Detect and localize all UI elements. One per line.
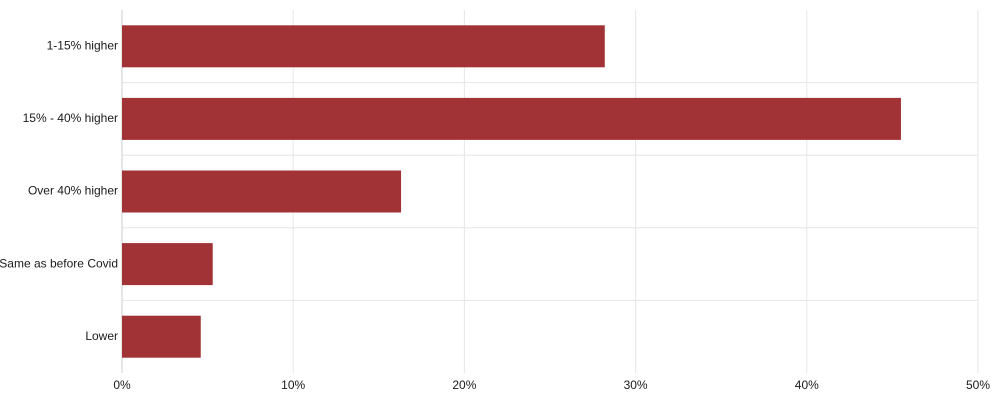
category-label: 1-15% higher [47,38,118,52]
x-tick-label: 20% [452,378,476,392]
category-label: Lower [85,329,118,343]
bar [122,97,901,140]
x-tick-label: 50% [966,378,990,392]
x-tick-label: 0% [113,378,131,392]
bar [122,315,201,358]
category-label: Over 40% higher [28,184,118,198]
bar [122,170,402,213]
x-tick-label: 10% [281,378,305,392]
x-tick-label: 30% [624,378,648,392]
bar [122,243,213,286]
category-label: Same as before Covid [0,256,118,270]
bar [122,25,605,68]
grid-layer [121,10,979,373]
label-layer: 1-15% higher 15% - 40% higher Over 40% hig… [0,38,118,342]
x-tick-label: 40% [795,378,819,392]
tick-layer: 0% 10% 20% 30% 40% 50% [113,378,990,392]
bar-layer [122,25,901,358]
category-label: 15% - 40% higher [23,111,118,125]
